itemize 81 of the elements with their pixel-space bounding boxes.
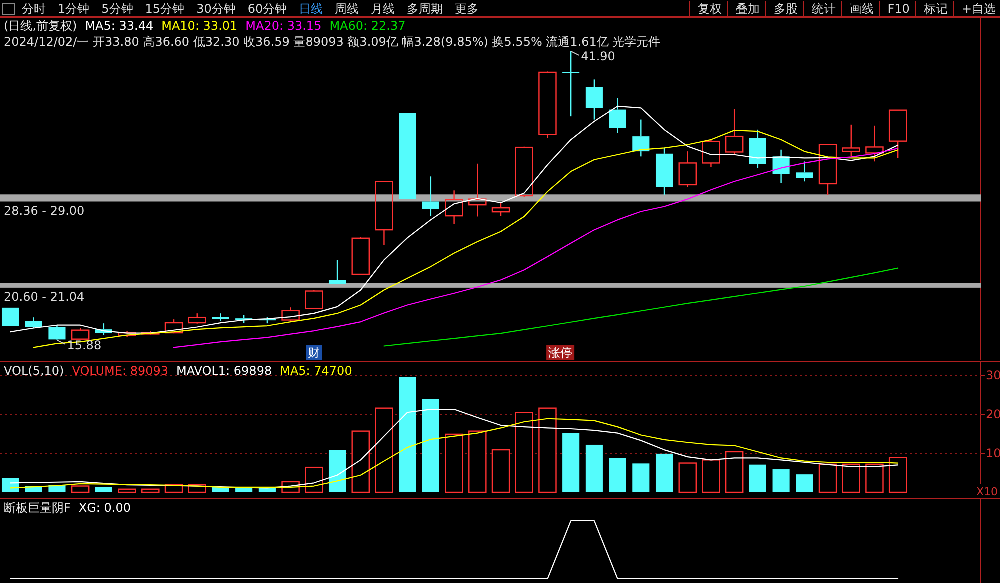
bar bbox=[95, 487, 112, 492]
text: 叠加 bbox=[736, 2, 760, 16]
text: +自选 bbox=[962, 2, 996, 16]
candlestick bbox=[445, 190, 464, 225]
bar bbox=[538, 408, 557, 494]
text: X10 bbox=[976, 486, 998, 498]
text: 涨停 bbox=[548, 346, 573, 360]
text: 财 bbox=[308, 346, 320, 360]
bar bbox=[562, 433, 580, 492]
text: 1分钟 bbox=[58, 2, 90, 16]
bar bbox=[749, 464, 766, 492]
bar bbox=[772, 470, 790, 492]
bar bbox=[842, 464, 860, 494]
text: 5分钟 bbox=[102, 2, 134, 16]
candlestick bbox=[632, 119, 650, 158]
text: MA20: 33.15 bbox=[246, 19, 322, 33]
bar bbox=[656, 454, 674, 492]
text: MA5: 33.44 bbox=[85, 19, 154, 33]
band-label: 28.36 - 29.00 bbox=[4, 204, 85, 218]
candlestick bbox=[796, 161, 814, 182]
bar bbox=[212, 487, 230, 492]
candlestick bbox=[818, 144, 838, 196]
candlestick bbox=[328, 260, 346, 284]
bar bbox=[142, 488, 160, 494]
text: VOLUME: 89093 bbox=[72, 364, 168, 378]
bar bbox=[305, 466, 324, 494]
text: 60分钟 bbox=[248, 2, 288, 16]
candlestick bbox=[399, 113, 416, 200]
chart-title: VOL(5,10) bbox=[4, 364, 64, 378]
bar bbox=[515, 412, 534, 494]
text: 画线 bbox=[850, 2, 874, 16]
bar bbox=[725, 451, 744, 494]
candlestick bbox=[468, 163, 487, 218]
text: 周线 bbox=[335, 2, 360, 16]
text: 分时 bbox=[22, 2, 46, 16]
band-label: 20.60 - 21.04 bbox=[4, 290, 85, 304]
text: 复权 bbox=[698, 2, 722, 16]
text: MAVOL1: 69898 bbox=[176, 364, 272, 378]
chart-title: 断板巨量阴F bbox=[4, 501, 71, 515]
bar bbox=[71, 486, 90, 494]
bar bbox=[586, 444, 603, 492]
annotation: 15.88 bbox=[67, 338, 102, 352]
chart-title: (日线,前复权) bbox=[4, 19, 78, 33]
text: 15分钟 bbox=[145, 2, 185, 16]
text: XG: 0.00 bbox=[78, 501, 132, 515]
bar bbox=[422, 399, 440, 492]
bar bbox=[632, 464, 650, 492]
candlestick bbox=[2, 308, 20, 326]
bar bbox=[796, 474, 814, 492]
chart-subtitle: 2024/12/02/一 开33.80 高36.60 低32.30 收36.59 量89093 额3.09亿 幅3.28(9.85%) 换5.55% 流通1.61亿 光学元件 bbox=[4, 35, 661, 49]
text: 统计 bbox=[812, 2, 836, 16]
text: 30分钟 bbox=[196, 2, 236, 16]
bar bbox=[888, 457, 908, 494]
text: 更多 bbox=[455, 2, 480, 16]
text: 日线 bbox=[299, 2, 324, 16]
text: MA60: 22.37 bbox=[330, 19, 406, 33]
candlestick bbox=[888, 110, 908, 159]
bar bbox=[118, 488, 136, 494]
text: MA10: 33.01 bbox=[162, 19, 238, 33]
text: 月线 bbox=[371, 2, 396, 16]
bar bbox=[445, 434, 464, 494]
bar bbox=[399, 377, 416, 492]
bar bbox=[678, 462, 697, 494]
bar bbox=[328, 450, 346, 492]
bar bbox=[818, 464, 838, 494]
text: 标记 bbox=[922, 2, 948, 16]
text: F10 bbox=[888, 2, 910, 16]
annotation: 41.90 bbox=[581, 49, 616, 64]
bar bbox=[702, 460, 720, 494]
bar bbox=[352, 430, 370, 494]
text: 多周期 bbox=[407, 2, 444, 16]
bar bbox=[492, 449, 510, 494]
candlestick bbox=[609, 98, 626, 134]
text: MA5: 74700 bbox=[280, 364, 352, 378]
bar bbox=[609, 458, 626, 492]
bar bbox=[468, 430, 487, 494]
candlestick bbox=[212, 312, 230, 322]
text: 多股 bbox=[774, 2, 798, 16]
bar bbox=[866, 464, 884, 494]
bar bbox=[2, 478, 20, 492]
bar bbox=[375, 408, 394, 494]
